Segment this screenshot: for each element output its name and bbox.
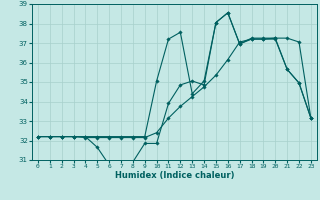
X-axis label: Humidex (Indice chaleur): Humidex (Indice chaleur) [115,171,234,180]
